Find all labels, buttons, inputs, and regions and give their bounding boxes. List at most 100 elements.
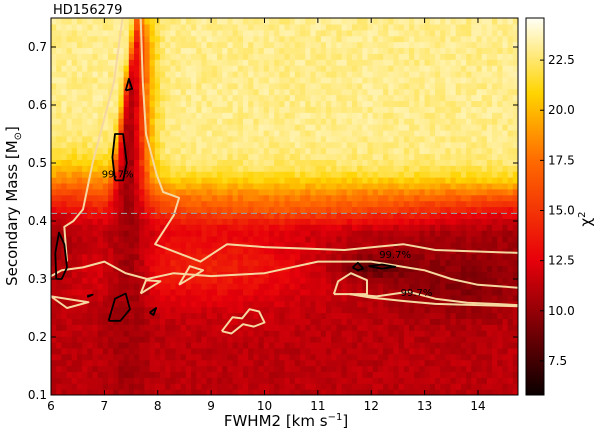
heatmap-cell [388, 94, 395, 102]
heatmap-cell [185, 35, 192, 43]
heatmap-cell [232, 35, 239, 43]
heatmap-cell [315, 377, 322, 384]
heatmap-cell [445, 259, 452, 267]
heatmap-cell [294, 230, 301, 237]
heatmap-cell [403, 135, 410, 143]
heatmap-cell [175, 235, 182, 243]
heatmap-cell [450, 129, 457, 137]
heatmap-cell [222, 171, 229, 178]
heatmap-cell [388, 389, 395, 395]
heatmap-cell [175, 100, 182, 107]
heatmap-cell [419, 253, 426, 261]
heatmap-cell [201, 300, 208, 308]
heatmap-cell [71, 100, 78, 107]
heatmap-cell [159, 389, 166, 395]
heatmap-cell [377, 129, 384, 137]
heatmap-cell [300, 377, 306, 384]
heatmap-cell [242, 206, 249, 213]
heatmap-cell [289, 82, 296, 90]
heatmap-cell [242, 41, 249, 49]
heatmap-cell [165, 235, 171, 243]
heatmap-cell [196, 359, 203, 367]
heatmap-cell [87, 241, 94, 249]
heatmap-cell [372, 106, 379, 113]
heatmap-cell [113, 341, 120, 349]
heatmap-cell [149, 365, 156, 373]
heatmap-cell [56, 259, 62, 267]
heatmap-cell [56, 177, 62, 184]
heatmap-cell [388, 383, 395, 390]
heatmap-cell [393, 330, 400, 337]
heatmap-cell [118, 76, 125, 84]
heatmap-cell [403, 129, 410, 137]
heatmap-cell [196, 159, 203, 166]
heatmap-cell [409, 194, 415, 202]
heatmap-cell [159, 371, 166, 378]
heatmap-cell [367, 200, 374, 208]
heatmap-cell [113, 194, 120, 202]
heatmap-cell [445, 200, 452, 208]
heatmap-cell [154, 212, 161, 219]
heatmap-cell [445, 41, 452, 49]
heatmap-cell [108, 47, 114, 54]
heatmap-cell [372, 53, 379, 60]
heatmap-cell [113, 100, 120, 107]
heatmap-cell [237, 29, 244, 37]
heatmap-cell [403, 330, 410, 337]
heatmap-cell [108, 206, 114, 213]
heatmap-cell [175, 147, 182, 155]
heatmap-cell [123, 288, 130, 296]
heatmap-cell [191, 23, 197, 31]
heatmap-cell [87, 94, 94, 102]
heatmap-cell [61, 88, 68, 96]
heatmap-cell [206, 353, 213, 361]
heatmap-cell [82, 212, 88, 219]
heatmap-cell [320, 318, 327, 325]
heatmap-cell [61, 23, 68, 31]
heatmap-cell [248, 177, 254, 184]
heatmap-cell [82, 59, 88, 66]
heatmap-cell [419, 129, 426, 137]
heatmap-cell [222, 253, 229, 261]
heatmap-cell [170, 124, 177, 131]
heatmap-cell [315, 141, 322, 149]
heatmap-cell [237, 88, 244, 96]
heatmap-cell [211, 300, 218, 308]
heatmap-cell [336, 171, 343, 178]
heatmap-cell [289, 88, 296, 96]
heatmap-cell [268, 300, 275, 308]
heatmap-cell [217, 353, 223, 361]
heatmap-cell [419, 171, 426, 178]
heatmap-cell [315, 206, 322, 213]
heatmap-cell [180, 230, 187, 237]
heatmap-cell [118, 41, 125, 49]
heatmap-cell [403, 147, 410, 155]
heatmap-cell [341, 288, 348, 296]
heatmap-cell [97, 76, 104, 84]
heatmap-cell [383, 41, 389, 49]
heatmap-cell [175, 106, 182, 113]
heatmap-cell [71, 23, 78, 31]
heatmap-cell [440, 94, 446, 102]
heatmap-cell [237, 277, 244, 284]
heatmap-cell [71, 377, 78, 384]
heatmap-cell [367, 165, 374, 172]
heatmap-cell [206, 224, 213, 231]
heatmap-cell [424, 124, 431, 131]
heatmap-cell [305, 330, 312, 337]
heatmap-cell [51, 218, 57, 225]
heatmap-cell [274, 312, 280, 320]
heatmap-cell [248, 165, 254, 172]
heatmap-cell [414, 383, 421, 390]
heatmap-cell [300, 47, 306, 54]
heatmap-cell [450, 206, 457, 213]
heatmap-cell [362, 247, 369, 255]
heatmap-cell [217, 177, 223, 184]
heatmap-cell [326, 283, 332, 290]
heatmap-cell [92, 53, 99, 60]
heatmap-cell [424, 253, 431, 261]
heatmap-cell [300, 88, 306, 96]
heatmap-cell [76, 230, 83, 237]
heatmap-cell [253, 71, 260, 78]
heatmap-cell [134, 359, 140, 367]
